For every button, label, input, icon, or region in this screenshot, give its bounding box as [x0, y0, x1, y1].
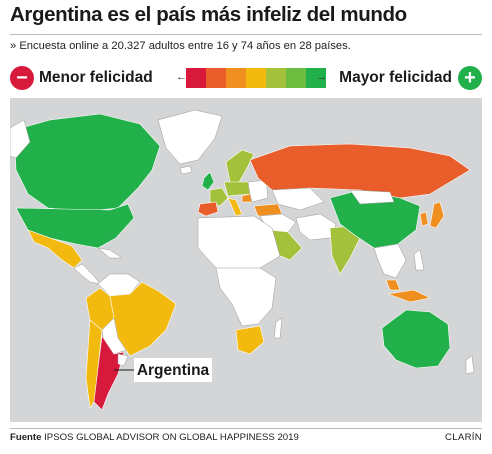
south-africa	[235, 325, 265, 355]
plus-icon: +	[458, 66, 482, 90]
brand-label: CLARÍN	[445, 432, 482, 443]
caribbean	[97, 247, 123, 259]
legend-left-label: Menor felicidad	[39, 69, 153, 86]
source-label: Fuente	[10, 432, 42, 443]
scale-swatch-3	[226, 68, 246, 88]
footer: Fuente IPSOS GLOBAL ADVISOR ON GLOBAL HA…	[10, 432, 482, 443]
arrow-left-icon: ←	[176, 71, 187, 83]
greenland	[157, 109, 223, 165]
alaska	[10, 119, 31, 159]
indonesia	[387, 289, 431, 303]
spain	[197, 201, 219, 217]
korea	[419, 211, 429, 227]
source-text: IPSOS GLOBAL ADVISOR ON GLOBAL HAPPINESS…	[44, 432, 299, 443]
canada	[13, 113, 161, 211]
new-zealand	[465, 355, 475, 375]
scale-swatch-6	[286, 68, 306, 88]
philippines	[413, 249, 425, 271]
chart-title: Argentina es el país más infeliz del mun…	[10, 3, 407, 26]
scale-swatch-7	[306, 68, 326, 88]
scandinavia	[225, 149, 255, 185]
italy	[227, 197, 243, 217]
callout-box	[134, 358, 212, 382]
central-africa	[215, 267, 277, 327]
scale-swatch-4	[246, 68, 266, 88]
top-divider	[10, 34, 482, 35]
france	[209, 187, 229, 207]
subtitle: » Encuesta online a 20.327 adultos entre…	[10, 40, 351, 52]
kazakhstan	[271, 187, 325, 211]
germany-poland	[223, 181, 251, 197]
arrow-right-icon: →	[316, 71, 327, 83]
iceland	[179, 165, 193, 175]
mongolia	[349, 189, 395, 205]
iran-pakistan	[295, 213, 337, 241]
legend-right-label: Mayor felicidad	[339, 69, 452, 86]
southeast-asia	[373, 243, 407, 279]
scale-swatch-1	[186, 68, 206, 88]
world-map: Argentina	[10, 98, 482, 422]
uk-ireland	[201, 171, 215, 191]
argentina	[93, 335, 125, 411]
legend-color-scale: ← →	[176, 68, 327, 90]
bottom-divider	[10, 428, 482, 429]
madagascar	[273, 317, 283, 339]
malaysia	[385, 279, 401, 291]
scale-swatch-2	[206, 68, 226, 88]
scale-swatch-5	[266, 68, 286, 88]
australia	[381, 309, 451, 369]
japan	[429, 201, 445, 229]
uruguay	[117, 353, 129, 367]
minus-icon: −	[10, 66, 34, 90]
central-america	[73, 263, 101, 285]
callout-label: Argentina	[137, 362, 210, 379]
legend: − Menor felicidad ← → Mayor felicidad +	[10, 64, 482, 94]
